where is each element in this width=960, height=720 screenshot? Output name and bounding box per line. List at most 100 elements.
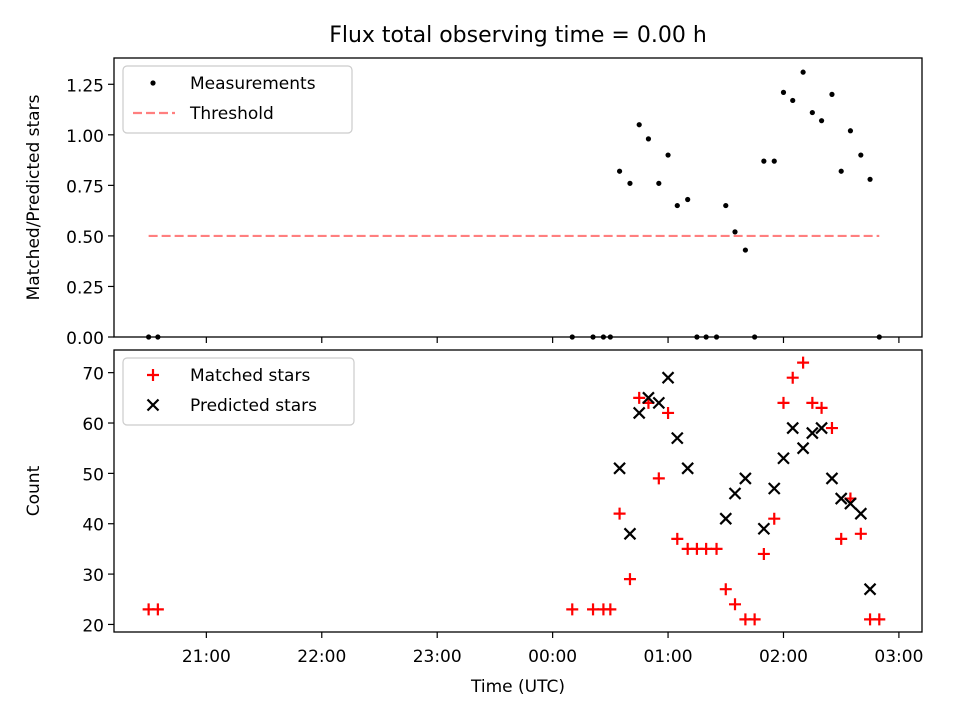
matched-star-point [757,547,770,560]
bottom-ytick-label: 70 [82,365,104,385]
top-ytick-label: 1.00 [66,127,104,147]
matched-star-point [719,583,732,596]
top-legend-swatch [150,80,156,86]
matched-star-point [748,613,761,626]
predicted-star-point [767,482,781,495]
top-ytick-label: 0.00 [66,329,104,349]
matched-star-point [729,598,742,611]
matched-star-point [815,401,828,414]
predicted-star-point [642,391,655,405]
bottom-xlabel: Time (UTC) [470,677,565,697]
predicted-star-point [834,492,848,505]
measurement-point [790,97,796,104]
predicted-star-point [844,497,857,510]
bottom-xtick-label: 02:00 [759,647,808,667]
measurement-point [829,91,835,97]
bottom-xtick-label: 22:00 [297,647,346,667]
bottom-legend [122,357,355,426]
predicted-star-point [825,472,839,485]
bottom-ylabel: Count [24,465,44,516]
top-legend [122,65,353,134]
matched-star-point [604,603,617,616]
matched-star-point [806,396,819,409]
matched-star-point [700,542,713,555]
measurement-point [847,128,854,134]
measurement-point [800,69,806,75]
bottom-xtick-label: 23:00 [413,647,462,667]
matched-star-point [613,507,626,520]
predicted-star-point [671,431,684,445]
measurement-point [818,118,825,124]
matched-star-point [777,396,790,409]
predicted-star-point [854,507,868,520]
predicted-star-point [739,472,752,485]
bottom-ytick-label: 30 [82,566,104,586]
measurement-point [665,152,671,158]
bottom-axes-frame [113,349,923,633]
measurement-point [780,89,787,95]
matched-star-point [566,603,579,616]
measurement-point [838,168,844,174]
bottom-xtick-label: 00:00 [528,647,577,667]
chart-title: Flux total observing time = 0.00 h [329,23,707,48]
bottom-ytick-label: 40 [82,516,104,536]
predicted-star-point [613,462,626,475]
panel-bottom: 20 30 40 50 60 70 21:00 22:00 23:00 00:00 01:00 02:… [24,349,923,697]
top-ylabel: Matched/Predicted stars [24,94,44,300]
predicted-star-point [757,522,771,536]
predicted-star-point [652,396,666,410]
predicted-star-point [806,426,819,440]
matched-star-point [835,532,848,545]
top-axes-frame [113,57,923,338]
matched-star-point [662,406,675,419]
bottom-data [142,356,886,626]
bottom-legend-label: Matched stars [190,366,310,386]
predicted-star-point [796,441,810,455]
bottom-legend-swatch [147,369,159,381]
top-ytick-label: 1.25 [66,76,104,96]
matched-star-point [151,603,164,616]
predicted-star-point [719,512,733,525]
matched-star-point [768,512,781,525]
measurement-point [656,180,662,186]
matched-star-point [633,391,646,404]
predicted-star-point [632,406,646,420]
matched-star-point [786,371,799,384]
top-legend-label: Threshold [189,104,274,124]
measurement-point [867,176,873,182]
measurement-point [809,109,815,116]
bottom-xtick-label: 01:00 [644,647,693,667]
measurement-point [761,158,767,164]
bottom-ytick-label: 50 [82,465,104,485]
top-ytick-label: 0.50 [66,228,104,248]
bottom-ytick-label: 20 [82,616,104,636]
predicted-star-point [777,451,790,465]
panel-top: 0.00 0.25 0.50 0.75 1.00 1.25 Matched/Predicte… [24,57,923,349]
predicted-star-point [661,371,675,384]
measurement-point [616,168,623,174]
bottom-ytick-label: 60 [82,415,104,435]
matched-star-point [797,356,810,369]
predicted-star-point [623,527,637,541]
predicted-star-point [728,487,742,500]
measurement-point [674,202,680,209]
predicted-star-point [786,421,799,435]
matched-star-point [623,573,636,586]
measurement-point [627,180,633,186]
top-ytick-label: 0.75 [66,177,104,197]
measurement-point [858,152,864,158]
matched-star-point [710,542,723,555]
measurement-point [636,122,642,128]
measurement-point [645,136,652,142]
bottom-xtick-label: 21:00 [182,647,231,667]
measurement-point [771,158,777,164]
predicted-star-point [815,421,828,435]
matched-star-point [854,527,867,540]
measurement-point [685,196,691,203]
top-legend-label: Measurements [190,74,316,94]
matched-star-point [671,532,684,545]
top-ytick-label: 0.25 [66,278,104,298]
measurement-point [732,229,738,235]
measurement-point [723,202,729,209]
measurement-point [742,247,748,253]
